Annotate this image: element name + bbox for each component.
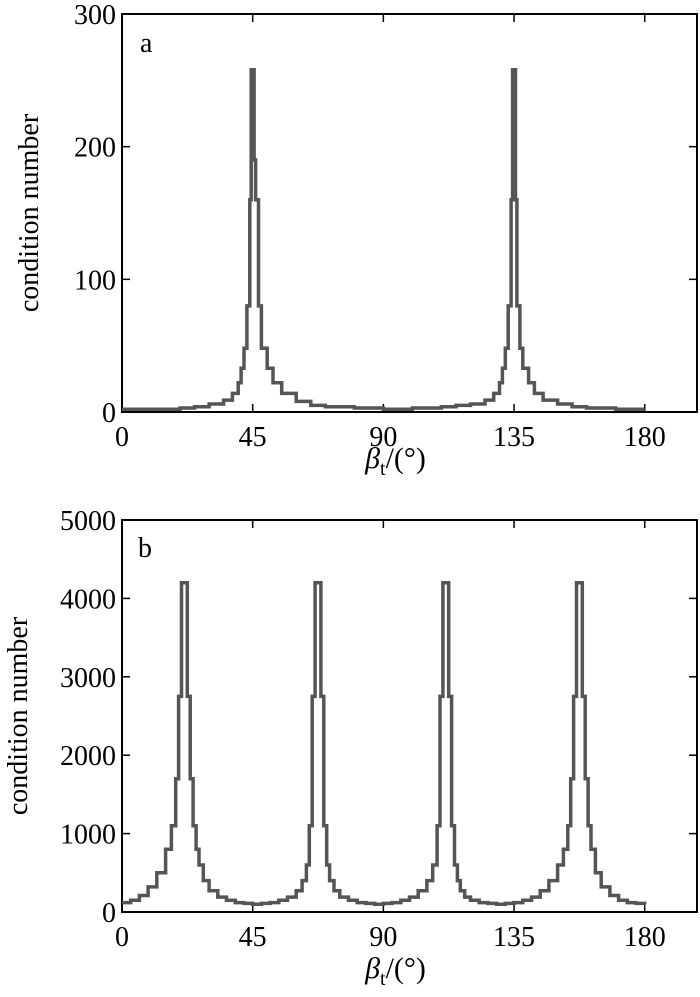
chart-panel-b: 0 45 90 135 180 0 1000 2000 3000 4000 5000 conditio…: [3, 506, 698, 990]
y-tick-label: 3000: [60, 663, 116, 694]
series-line: [122, 580, 647, 906]
x-axis-label-unit: /(°): [386, 442, 426, 475]
x-tick-label: 180: [624, 922, 666, 953]
x-tick-label: 90: [369, 422, 397, 453]
x-tick-label: 135: [493, 922, 535, 953]
x-tick-label: 90: [369, 922, 397, 953]
x-axis-label: βt/(°): [364, 442, 426, 480]
y-tick-label: 200: [74, 133, 116, 164]
panel-label: a: [140, 28, 153, 59]
x-tick-label: 45: [239, 422, 267, 453]
y-tick-label: 100: [74, 265, 116, 296]
y-tick-label: 2000: [60, 741, 116, 772]
plot-frame: [121, 519, 698, 913]
panel-label: b: [138, 533, 152, 564]
y-tick-label: 1000: [60, 820, 116, 851]
x-tick-label: 0: [115, 422, 129, 453]
x-axis-label-symbol: β: [364, 442, 380, 475]
y-tick-label: 300: [74, 0, 116, 31]
series-line: [122, 67, 645, 412]
x-tick-label: 45: [239, 922, 267, 953]
y-tick-label: 0: [102, 398, 116, 429]
y-axis-label: condition number: [3, 616, 34, 815]
y-tick-label: 5000: [60, 506, 116, 537]
x-axis-label-symbol: β: [364, 952, 380, 985]
y-tick-label: 0: [102, 898, 116, 929]
x-axis-label-unit: /(°): [386, 952, 426, 985]
x-axis-label-subscript: t: [380, 968, 386, 990]
x-tick-label: 135: [493, 422, 535, 453]
x-tick-label: 0: [115, 922, 129, 953]
y-tick-label: 4000: [60, 584, 116, 615]
x-tick-label: 180: [624, 422, 666, 453]
x-axis-label: βt/(°): [364, 952, 426, 990]
plot-frame: [121, 13, 698, 413]
x-axis-label-subscript: t: [380, 458, 386, 480]
chart-panel-a: 0 45 90 135 180 0 100 200 300 condition number βt/…: [14, 0, 698, 480]
y-axis-label: condition number: [14, 113, 45, 312]
